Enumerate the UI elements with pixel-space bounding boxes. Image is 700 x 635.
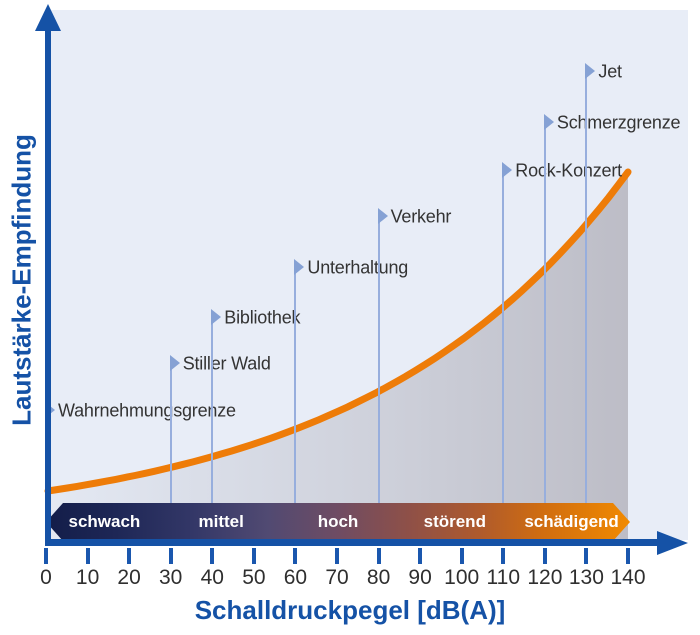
y-axis-line bbox=[45, 26, 51, 546]
y-axis-arrowhead-icon bbox=[35, 4, 61, 31]
tick bbox=[626, 548, 630, 564]
tick-label: 0 bbox=[40, 566, 52, 589]
tick bbox=[501, 548, 506, 564]
tick-label: 110 bbox=[486, 566, 521, 589]
tick-label: 20 bbox=[117, 566, 141, 589]
marker-label: Bibliothek bbox=[224, 307, 301, 328]
tick-label: 100 bbox=[444, 566, 480, 589]
tick-label: 90 bbox=[408, 566, 432, 589]
tick bbox=[85, 548, 90, 564]
x-axis-title: Schalldruckpegel [dB(A)] bbox=[194, 595, 506, 625]
tick-label: 80 bbox=[366, 566, 391, 589]
tick bbox=[418, 548, 423, 564]
marker-label: Verkehr bbox=[390, 206, 452, 227]
marker-flag-icon bbox=[502, 162, 513, 178]
zone-label: störend bbox=[423, 512, 486, 531]
zone-label: schwach bbox=[68, 512, 141, 531]
tick bbox=[293, 548, 298, 564]
tick-label: 50 bbox=[242, 566, 266, 589]
marker-line bbox=[543, 122, 546, 505]
marker-label: Stiller Wald bbox=[182, 353, 271, 374]
zone-label: hoch bbox=[317, 512, 359, 531]
zone-label: mittel bbox=[198, 512, 244, 531]
tick bbox=[127, 548, 132, 564]
marker-line bbox=[294, 267, 297, 505]
tick-label: 120 bbox=[527, 566, 563, 589]
marker-flag-icon bbox=[543, 114, 554, 130]
marker-line bbox=[502, 170, 505, 505]
marker-line bbox=[377, 216, 380, 505]
tick-label: 60 bbox=[283, 566, 308, 589]
tick-label: 10 bbox=[75, 566, 100, 589]
zone-label: schädigend bbox=[524, 512, 619, 531]
loudness-zone-bar: schwach mittel hoch störend schädigend bbox=[46, 503, 630, 541]
tick-label: 30 bbox=[159, 566, 183, 589]
x-axis-arrowhead-icon bbox=[657, 531, 688, 555]
marker-flag-icon bbox=[169, 355, 180, 371]
y-axis-title: Lautstärke-Empfindung bbox=[6, 134, 37, 426]
marker-line bbox=[585, 71, 588, 505]
marker-flag-icon bbox=[585, 63, 596, 79]
tick-label: 70 bbox=[325, 566, 349, 589]
tick-label: 140 bbox=[610, 566, 646, 589]
x-axis-line bbox=[45, 539, 659, 546]
marker-flag-icon bbox=[377, 208, 388, 224]
tick bbox=[584, 548, 589, 564]
tick bbox=[210, 548, 215, 564]
marker-line bbox=[211, 317, 214, 505]
marker-label: Unterhaltung bbox=[307, 257, 409, 278]
marker-line bbox=[169, 363, 172, 505]
tick bbox=[168, 548, 173, 564]
tick-label: 40 bbox=[200, 566, 224, 589]
tick bbox=[459, 548, 464, 564]
tick bbox=[542, 548, 547, 564]
marker-flag-icon bbox=[211, 309, 222, 325]
tick bbox=[335, 548, 339, 564]
marker-flag-icon bbox=[294, 259, 305, 275]
marker-label: Schmerzgrenze bbox=[556, 112, 681, 133]
tick bbox=[44, 548, 48, 564]
marker-label: Rock-Konzert bbox=[515, 160, 622, 181]
tick bbox=[376, 548, 381, 564]
tick bbox=[251, 548, 256, 564]
marker-label: Jet bbox=[598, 61, 622, 82]
tick-label: 130 bbox=[568, 566, 604, 589]
marker-label: Wahrnehmungsgrenze bbox=[58, 400, 236, 421]
